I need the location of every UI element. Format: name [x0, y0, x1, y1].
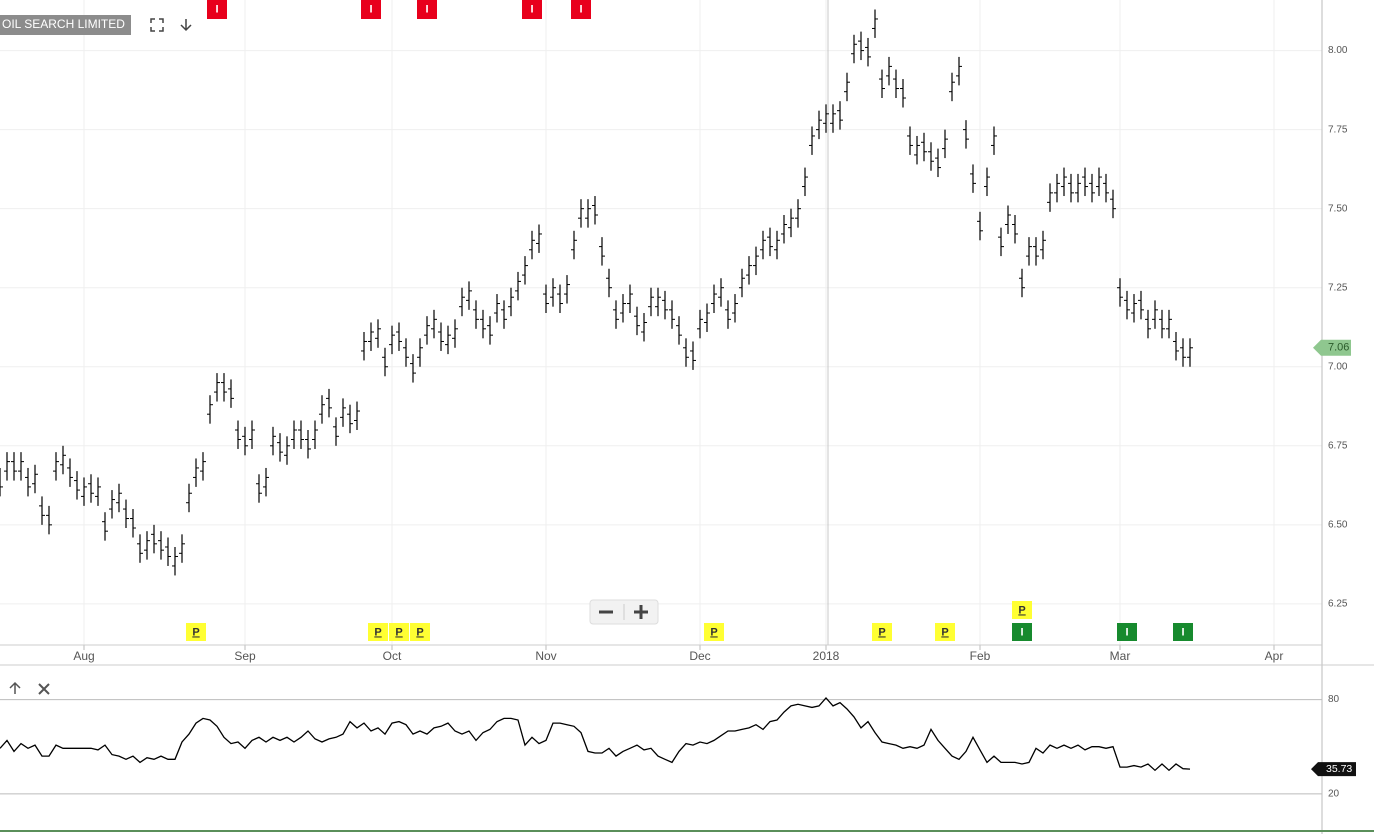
event-label: I: [215, 3, 218, 15]
event-label: P: [1018, 604, 1025, 616]
event-label: I: [1020, 626, 1023, 638]
event-marker[interactable]: [207, 0, 227, 19]
event-marker[interactable]: [410, 623, 430, 641]
event-label: P: [878, 626, 885, 638]
event-marker[interactable]: [1012, 601, 1032, 619]
event-label: P: [710, 626, 717, 638]
event-marker[interactable]: [389, 623, 409, 641]
marks: [0, 9, 1193, 772]
last-price-tag: [1313, 339, 1351, 356]
event-marker[interactable]: [1117, 623, 1137, 641]
y-tick-label: 6.50: [1328, 519, 1348, 530]
title-box: [0, 15, 131, 35]
y-tick-label: 7.50: [1328, 203, 1348, 214]
fullscreen-icon[interactable]: [150, 18, 164, 32]
y-tick-label: 8.00: [1328, 45, 1348, 56]
y-tick-label: 7.00: [1328, 361, 1348, 372]
event-marker[interactable]: [1173, 623, 1193, 641]
event-marker[interactable]: [417, 0, 437, 19]
event-label: I: [579, 3, 582, 15]
y-tick-label: 20: [1328, 788, 1340, 799]
chart-title: OIL SEARCH LIMITED: [2, 17, 125, 31]
event-label: P: [192, 626, 199, 638]
event-marker[interactable]: [361, 0, 381, 19]
zoom-in[interactable]: [634, 605, 648, 619]
x-tick-label: Oct: [383, 649, 402, 663]
indicator-tag: [1311, 762, 1356, 777]
y-tick-label: 80: [1328, 694, 1340, 705]
event-label: P: [374, 626, 381, 638]
x-tick-label: Mar: [1110, 649, 1131, 663]
download-icon[interactable]: [180, 19, 192, 32]
x-tick-label: Apr: [1265, 649, 1284, 663]
y-tick-label: 6.75: [1328, 440, 1348, 451]
event-label: P: [416, 626, 423, 638]
event-label: I: [1125, 626, 1128, 638]
indicator-line: [0, 697, 1191, 772]
indicator-value-label: 35.73: [1326, 763, 1352, 775]
x-tick-label: Feb: [970, 649, 991, 663]
event-marker[interactable]: [186, 623, 206, 641]
grid: [0, 0, 1322, 795]
event-label: I: [1181, 626, 1184, 638]
event-marker[interactable]: [571, 0, 591, 19]
event-label: I: [530, 3, 533, 15]
move-up-icon[interactable]: [9, 681, 21, 694]
event-marker[interactable]: [522, 0, 542, 19]
y-tick-label: 7.25: [1328, 282, 1348, 293]
event-label: P: [395, 626, 402, 638]
event-marker[interactable]: [1012, 623, 1032, 641]
event-marker[interactable]: [935, 623, 955, 641]
x-tick-label: Nov: [535, 649, 556, 663]
event-label: I: [369, 3, 372, 15]
x-tick-label: 2018: [813, 649, 840, 663]
y-tick-label: 6.25: [1328, 599, 1348, 610]
x-tick-label: Aug: [73, 649, 94, 663]
close-icon[interactable]: [38, 683, 50, 695]
event-marker[interactable]: [872, 623, 892, 641]
x-tick-label: Dec: [689, 649, 710, 663]
x-tick-label: Sep: [234, 649, 256, 663]
event-label: I: [425, 3, 428, 15]
zoom-controls: [589, 599, 659, 625]
event-marker[interactable]: [368, 623, 388, 641]
event-marker[interactable]: [704, 623, 724, 641]
last-price-label: 7.06: [1328, 342, 1349, 354]
event-label: P: [941, 626, 948, 638]
y-tick-label: 7.75: [1328, 124, 1348, 135]
